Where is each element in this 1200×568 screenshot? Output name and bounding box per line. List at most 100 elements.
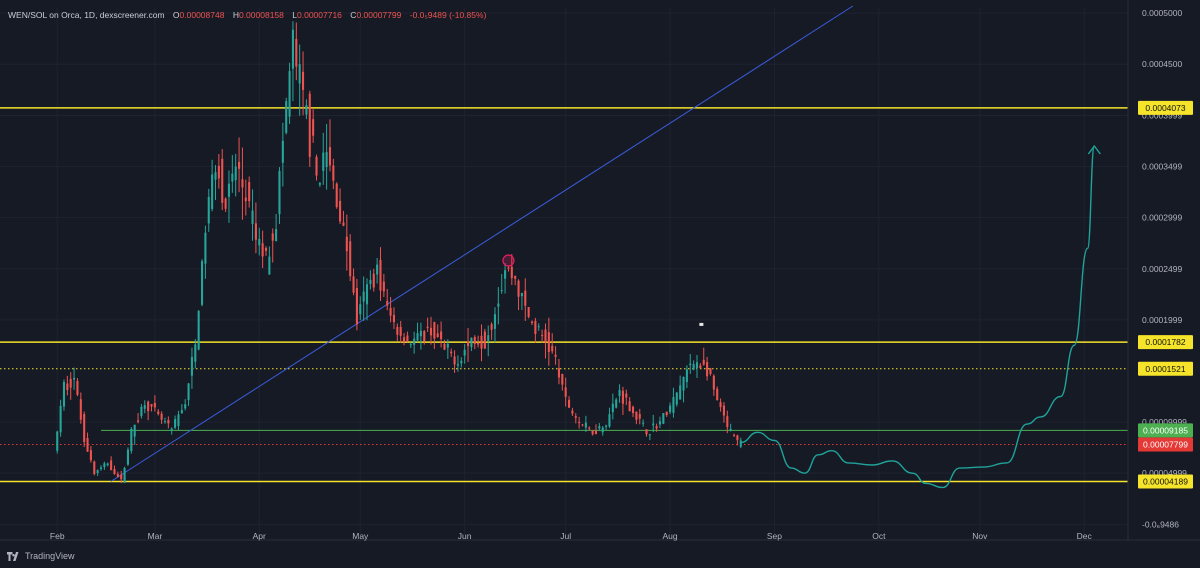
candle-body xyxy=(692,364,695,370)
candle-body xyxy=(574,416,577,418)
candle-body xyxy=(436,333,439,338)
candle-body xyxy=(362,291,365,302)
price-tick-label: 0.0004500 xyxy=(1142,59,1182,69)
candle-body xyxy=(261,243,264,257)
price-axis[interactable]: 0.0005000 0.0004500 0.0003999 0.0003499 0.00… xyxy=(1127,0,1187,540)
candle-body xyxy=(399,326,402,336)
candle-body xyxy=(99,467,103,469)
candle-body xyxy=(56,431,59,451)
candle-body xyxy=(73,378,76,380)
candle-body xyxy=(389,307,392,316)
candle-body xyxy=(345,236,348,252)
candle-body xyxy=(339,200,342,222)
candle-body xyxy=(440,331,443,340)
tradingview-branding[interactable]: TradingView xyxy=(7,551,75,561)
low-value: 0.00007716 xyxy=(297,10,342,20)
candle-body xyxy=(409,344,412,346)
price-tag-label: 0.0004073 xyxy=(1145,103,1185,113)
candle-body xyxy=(679,385,682,400)
candle-body xyxy=(631,406,635,413)
touch-marker-circle xyxy=(502,254,515,267)
price-tag-bg xyxy=(1138,437,1193,452)
candle-body xyxy=(322,152,325,171)
candle-body xyxy=(527,306,530,317)
time-tick-label: Sep xyxy=(767,531,782,541)
candle-body xyxy=(739,440,742,447)
candle-body xyxy=(365,284,369,305)
candle-body xyxy=(147,401,150,412)
candle-body xyxy=(722,405,725,416)
candle-body xyxy=(470,338,473,348)
candle-body xyxy=(221,158,224,203)
candle-body xyxy=(130,428,133,451)
time-tick-label: Jul xyxy=(560,531,571,541)
candle-body xyxy=(258,238,261,246)
candle-body xyxy=(655,426,658,429)
candle-body xyxy=(638,413,641,419)
candle-body xyxy=(281,140,284,163)
candle-body xyxy=(62,381,66,407)
candle-body xyxy=(143,405,146,409)
candle-body xyxy=(231,173,234,182)
projection-arrowhead xyxy=(1087,144,1101,155)
candle-body xyxy=(675,392,678,405)
candle-body xyxy=(591,430,594,435)
candle-body xyxy=(268,256,271,275)
candle-body xyxy=(665,411,668,416)
price-tick-label: 0.0003499 xyxy=(1142,162,1182,172)
candle-body xyxy=(248,181,251,202)
candle-body xyxy=(473,337,476,344)
symbol-header: WEN/SOL on Orca, 1D, dexscreener.com O0.… xyxy=(8,10,486,20)
candle-body xyxy=(234,166,237,181)
candle-body xyxy=(729,428,732,431)
candle-body xyxy=(291,29,294,69)
time-tick-label: Aug xyxy=(663,531,678,541)
candle-body xyxy=(466,341,470,347)
candle-body xyxy=(312,119,315,136)
candle-body xyxy=(392,314,396,323)
candle-body xyxy=(123,467,126,483)
candle-body xyxy=(116,473,119,477)
candle-body xyxy=(83,413,86,443)
projection-curve xyxy=(740,145,1096,489)
time-tick-label: May xyxy=(352,531,369,541)
price-tag-label: 0.0001782 xyxy=(1145,337,1185,347)
price-tag-bg xyxy=(1138,361,1193,376)
candle-body xyxy=(487,335,490,341)
price-tag-label: 0.00007799 xyxy=(1143,440,1188,450)
candle-body xyxy=(180,410,183,414)
candle-body xyxy=(726,416,729,428)
candle-body xyxy=(332,165,335,181)
candle-body xyxy=(524,290,527,306)
candle-body xyxy=(500,290,503,292)
candle-body xyxy=(120,474,123,480)
tradingview-logo-icon xyxy=(7,551,19,561)
candle-body xyxy=(450,351,453,354)
candle-body xyxy=(254,223,257,240)
price-tick-label: 0.00004999 xyxy=(1142,468,1187,478)
time-tick-label: Nov xyxy=(972,531,988,541)
horizontal-levels xyxy=(0,107,1128,483)
price-tag-label: 0.00004189 xyxy=(1143,476,1188,486)
candle-body xyxy=(605,425,608,427)
candle-body xyxy=(413,338,416,345)
candle-body xyxy=(588,427,591,429)
candle-body xyxy=(110,460,113,471)
candle-body xyxy=(564,387,567,397)
candle-body xyxy=(645,429,648,435)
candle-body xyxy=(271,233,274,241)
candle-body xyxy=(382,281,385,292)
candle-body xyxy=(89,450,92,461)
low-label: L xyxy=(292,10,297,20)
candle-body xyxy=(534,320,537,334)
candle-body xyxy=(217,165,220,179)
time-axis[interactable]: Feb Mar Apr May Jun Jul Aug Sep Oct Nov Dec xyxy=(0,531,1200,541)
candle-body xyxy=(157,411,160,415)
candle-body xyxy=(106,463,109,466)
candle-body xyxy=(547,332,550,352)
candle-body xyxy=(167,420,170,424)
candle-body xyxy=(160,413,163,420)
grid xyxy=(0,8,1128,534)
candle-body xyxy=(93,461,96,475)
